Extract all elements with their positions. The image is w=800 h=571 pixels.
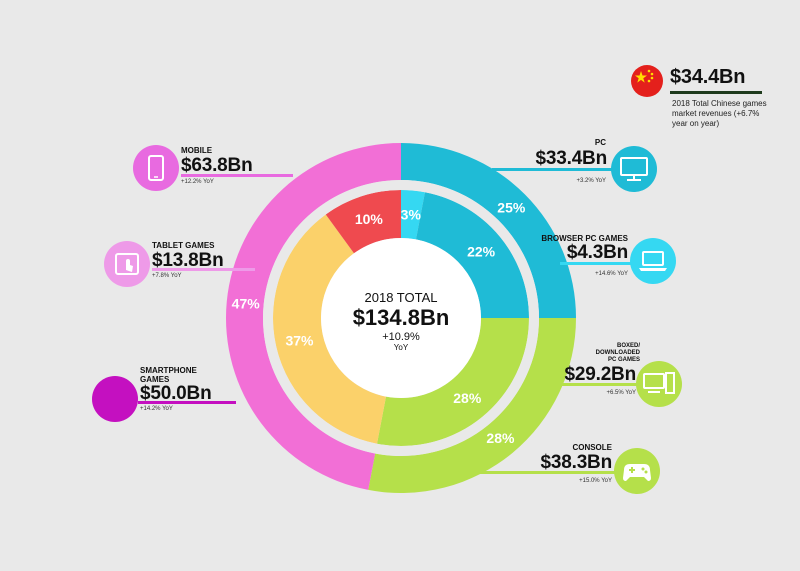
mobile-value: $63.8Bn: [181, 155, 253, 176]
china-note-line2: market revenues (+6.7%: [672, 109, 760, 118]
inner-segment-boxed-downloaded-pc-games: [415, 192, 529, 318]
pc-connector: [492, 168, 613, 171]
outer-label-pc: 25%: [497, 200, 526, 216]
outer-segment-console: [368, 318, 576, 493]
boxed-icon-circle: [636, 361, 682, 407]
china-value: $34.4Bn: [670, 66, 746, 88]
browser-value: $4.3Bn: [566, 242, 628, 263]
boxed-category-line3: PC GAMES: [607, 357, 640, 363]
monitor-icon: [620, 157, 648, 181]
tablet-value: $13.8Bn: [152, 250, 224, 271]
china-flag-stars-icon: [635, 69, 654, 83]
boxed-yoy: +6.5% YoY: [606, 390, 636, 396]
outer-label-console: 28%: [486, 430, 515, 446]
tablet-icon: [115, 253, 139, 275]
inner-label-tablet-games: 10%: [355, 211, 384, 227]
boxed-connector: [553, 383, 637, 386]
outer-ring: [225, 143, 576, 493]
smartphone-category-line2: GAMES: [140, 375, 170, 384]
inner-label-boxed-downloaded-pc-games: 22%: [467, 244, 496, 260]
center-hole: [321, 238, 481, 398]
mobile-connector: [181, 174, 293, 177]
smartphone-icon: [148, 155, 164, 181]
china-note-line1: 2018 Total Chinese games: [672, 99, 767, 108]
china-note: 2018 Total Chinese games market revenues…: [672, 99, 767, 129]
center-growth-unit: YoY: [393, 343, 409, 352]
boxed-value: $29.2Bn: [564, 364, 637, 385]
outer-segment-mobile: [225, 143, 401, 490]
console-icon-circle: [614, 448, 660, 494]
china-flag-icon: [631, 65, 663, 97]
console-connector: [478, 471, 618, 474]
ring-labels: 25% 28% 47% 3% 22% 28% 37% 10%: [232, 200, 526, 447]
inner-segment-smartphone-games: [273, 214, 387, 444]
china-underline: [670, 91, 762, 94]
pc-yoy: +3.2% YoY: [576, 178, 606, 184]
center-growth: +10.9%: [382, 331, 420, 343]
tablet-icon-circle: [104, 241, 150, 287]
inner-label-console: 28%: [453, 390, 482, 406]
pc-category: PC: [594, 138, 606, 147]
inner-label-smartphone-games: 37%: [285, 333, 314, 349]
inner-ring: [263, 180, 539, 456]
smartphone-category-line1: SMARTPHONE: [140, 366, 197, 375]
mobile-yoy: +12.2% YoY: [181, 179, 214, 185]
pc-value: $33.4Bn: [535, 148, 608, 169]
boxed-category-line1: BOXED/: [616, 343, 640, 349]
china-note-line3: year on year): [672, 119, 720, 128]
outer-segment-pc: [401, 143, 576, 318]
laptop-icon: [639, 251, 667, 271]
tablet-category: TABLET GAMES: [152, 241, 215, 250]
console-yoy: +15.0% YoY: [579, 478, 612, 484]
browser-yoy: +14.6% YoY: [595, 271, 628, 277]
console-category: CONSOLE: [572, 443, 612, 452]
desktop-tower-icon: [643, 372, 675, 394]
smartphone-value: $50.0Bn: [140, 383, 212, 404]
smartphone-connector: [138, 401, 236, 404]
ring-separator: [263, 180, 539, 456]
browser-category: BROWSER PC GAMES: [541, 234, 628, 243]
console-value: $38.3Bn: [540, 452, 613, 473]
smartphone-yoy: +14.2% YoY: [140, 406, 173, 412]
inner-segment-console: [377, 318, 529, 446]
inner-segment-browser-pc-games: [401, 190, 425, 240]
pc-icon-circle: [611, 146, 657, 192]
mobile-category: MOBILE: [181, 146, 213, 155]
tablet-connector: [152, 268, 255, 271]
center-total: 2018 TOTAL $134.8Bn +10.9% YoY: [321, 290, 481, 352]
smartphone-category: SMARTPHONE GAMES: [140, 366, 197, 384]
mobile-icon-circle: [133, 145, 179, 191]
boxed-category-line2: DOWNLOADED: [595, 350, 640, 356]
smartphone-games-circle: [92, 376, 138, 422]
tablet-yoy: +7.8% YoY: [152, 273, 182, 279]
browser-connector: [560, 262, 632, 265]
browser-icon-circle: [630, 238, 676, 284]
inner-segment-tablet-games: [325, 190, 401, 254]
center-value: $134.8Bn: [352, 305, 450, 330]
outer-label-mobile: 47%: [232, 295, 261, 311]
gamepad-icon: [623, 464, 651, 481]
boxed-category: BOXED/ DOWNLOADED PC GAMES: [590, 343, 640, 364]
inner-label-browser-pc-games: 3%: [401, 206, 422, 222]
center-title: 2018 TOTAL: [364, 290, 438, 305]
